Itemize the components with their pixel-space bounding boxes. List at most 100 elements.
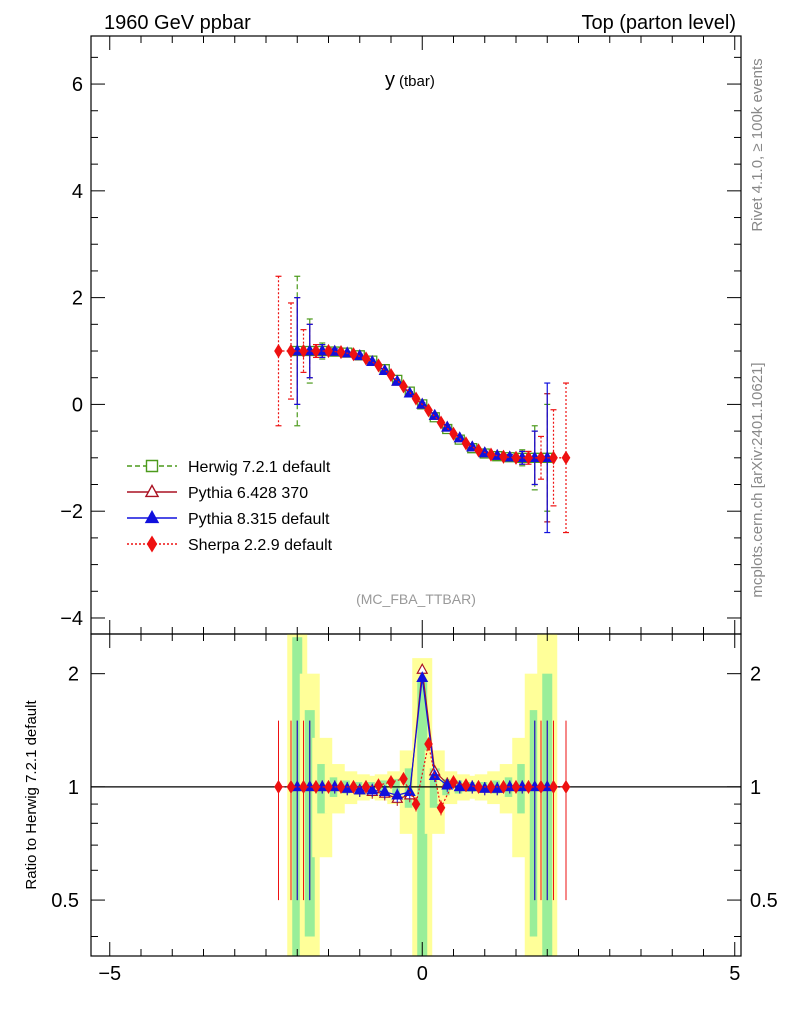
marker-3 bbox=[274, 343, 283, 359]
ratio-marker-1 bbox=[541, 780, 554, 792]
marker-3 bbox=[549, 450, 558, 465]
ratio-marker-1 bbox=[416, 671, 429, 683]
marker-3 bbox=[561, 450, 571, 465]
main-ytick-label: −2 bbox=[60, 501, 83, 523]
ratio-marker-1 bbox=[366, 783, 379, 795]
legend-marker-3 bbox=[146, 535, 158, 553]
marker-3 bbox=[474, 443, 483, 458]
ratio-frame bbox=[90, 633, 742, 957]
legend-label-2: Pythia 8.315 default bbox=[188, 511, 330, 528]
main-ytick-label: 6 bbox=[72, 74, 83, 96]
marker-2 bbox=[403, 386, 416, 398]
marker-3 bbox=[386, 367, 396, 383]
ratio-marker-1 bbox=[291, 780, 304, 792]
marker-3 bbox=[374, 358, 383, 373]
series-line-3 bbox=[278, 350, 566, 459]
marker-3 bbox=[411, 391, 421, 406]
ratio-marker-2 bbox=[286, 779, 296, 794]
ratio-marker-2 bbox=[424, 737, 433, 752]
ratio-ytick-label-right: 0.5 bbox=[750, 890, 778, 912]
legend-label-3: Sherpa 2.2.9 default bbox=[188, 537, 333, 554]
marker-2 bbox=[391, 374, 404, 386]
legend-marker-1 bbox=[144, 483, 160, 498]
ratio-ytick-label: 1 bbox=[68, 777, 79, 799]
legend-marker-2 bbox=[144, 509, 160, 524]
marker-3 bbox=[461, 436, 471, 451]
ratio-ylabel: Ratio to Herwig 7.2.1 default bbox=[23, 700, 40, 890]
marker-2 bbox=[416, 397, 429, 409]
marker-3 bbox=[324, 343, 333, 359]
ratio-band-inner bbox=[417, 682, 428, 956]
ratio-panel: 0.5 0.5 1 1 2 2 −5 0 5 bbox=[51, 633, 778, 985]
ratio-marker-2 bbox=[399, 771, 408, 786]
ratio-band-inner bbox=[429, 768, 440, 808]
legend-marker-0 bbox=[145, 459, 159, 473]
ratio-xtick-label: 0 bbox=[417, 963, 428, 985]
ratio-marker-2 bbox=[461, 778, 471, 793]
ratio-marker-2 bbox=[411, 797, 421, 812]
ratio-marker-1 bbox=[441, 778, 454, 790]
ratio-marker-1 bbox=[303, 780, 316, 792]
ratio-marker-2 bbox=[361, 779, 371, 794]
main-panel: −4 −2 0 2 4 6 bbox=[60, 35, 742, 635]
ratio-marker-1 bbox=[391, 788, 404, 800]
ratio-marker-2 bbox=[311, 779, 321, 794]
marker-3 bbox=[361, 351, 371, 366]
ratio-marker-2 bbox=[524, 779, 533, 794]
marker-3 bbox=[536, 450, 546, 465]
marker-3 bbox=[524, 450, 533, 465]
ratio-marker-1 bbox=[328, 780, 341, 792]
side-rivet: Rivet 4.1.0, ≥ 100k events bbox=[749, 58, 766, 231]
ratio-xtick-label: 5 bbox=[729, 963, 740, 985]
marker-3 bbox=[499, 449, 508, 464]
analysis-label: (MC_FBA_TTBAR) bbox=[356, 591, 476, 607]
header-right: Top (parton level) bbox=[581, 12, 736, 34]
ratio-marker-1 bbox=[353, 783, 366, 795]
ratio-ytick-label: 2 bbox=[68, 664, 79, 686]
ratio-marker-2 bbox=[299, 779, 308, 794]
marker-2 bbox=[428, 408, 441, 420]
ratio-marker-2 bbox=[349, 779, 358, 794]
ratio-marker-1 bbox=[403, 785, 416, 797]
marker-3 bbox=[486, 447, 496, 462]
ratio-marker-2 bbox=[474, 779, 483, 794]
ratio-marker-2 bbox=[486, 779, 496, 794]
main-ytick-label: 0 bbox=[72, 394, 83, 416]
legend-label-1: Pythia 6.428 370 bbox=[188, 485, 308, 502]
main-ytick-label: 4 bbox=[72, 181, 83, 203]
marker-3 bbox=[286, 343, 296, 359]
main-title: y (tbar) bbox=[385, 69, 435, 91]
ratio-xtick-label: −5 bbox=[98, 963, 121, 985]
main-title-sub: (tbar) bbox=[399, 73, 435, 90]
marker-3 bbox=[511, 450, 521, 465]
marker-3 bbox=[299, 343, 308, 359]
legend-label-0: Herwig 7.2.1 default bbox=[188, 459, 331, 476]
side-mcplots: mcplots.cern.ch [arXiv:2401.10621] bbox=[749, 362, 766, 597]
ratio-marker-2 bbox=[511, 779, 521, 794]
ratio-marker-2 bbox=[324, 779, 333, 794]
ratio-marker-2 bbox=[499, 779, 508, 794]
ratio-marker-2 bbox=[449, 775, 458, 790]
ratio-marker-2 bbox=[536, 779, 546, 794]
main-ytick-label: 2 bbox=[72, 288, 83, 310]
marker-3 bbox=[424, 403, 433, 418]
ratio-marker-2 bbox=[336, 779, 346, 794]
ratio-marker-2 bbox=[374, 778, 383, 793]
main-ytick-label: −4 bbox=[60, 608, 83, 630]
ratio-marker-1 bbox=[428, 769, 441, 781]
ratio-marker-1 bbox=[378, 785, 391, 797]
ratio-marker-2 bbox=[386, 775, 396, 790]
marker-3 bbox=[349, 347, 358, 362]
ratio-marker-1 bbox=[316, 780, 329, 792]
ratio-marker-2 bbox=[274, 779, 283, 794]
ratio-marker-2 bbox=[561, 779, 571, 794]
marker-3 bbox=[436, 415, 446, 430]
ratio-marker-1 bbox=[528, 780, 541, 792]
ratio-ytick-label-right: 1 bbox=[750, 777, 761, 799]
marker-3 bbox=[399, 379, 408, 394]
ratio-marker-2 bbox=[549, 779, 558, 794]
ratio-marker-2 bbox=[436, 800, 446, 815]
marker-3 bbox=[336, 344, 346, 360]
ratio-marker-1 bbox=[516, 780, 529, 792]
